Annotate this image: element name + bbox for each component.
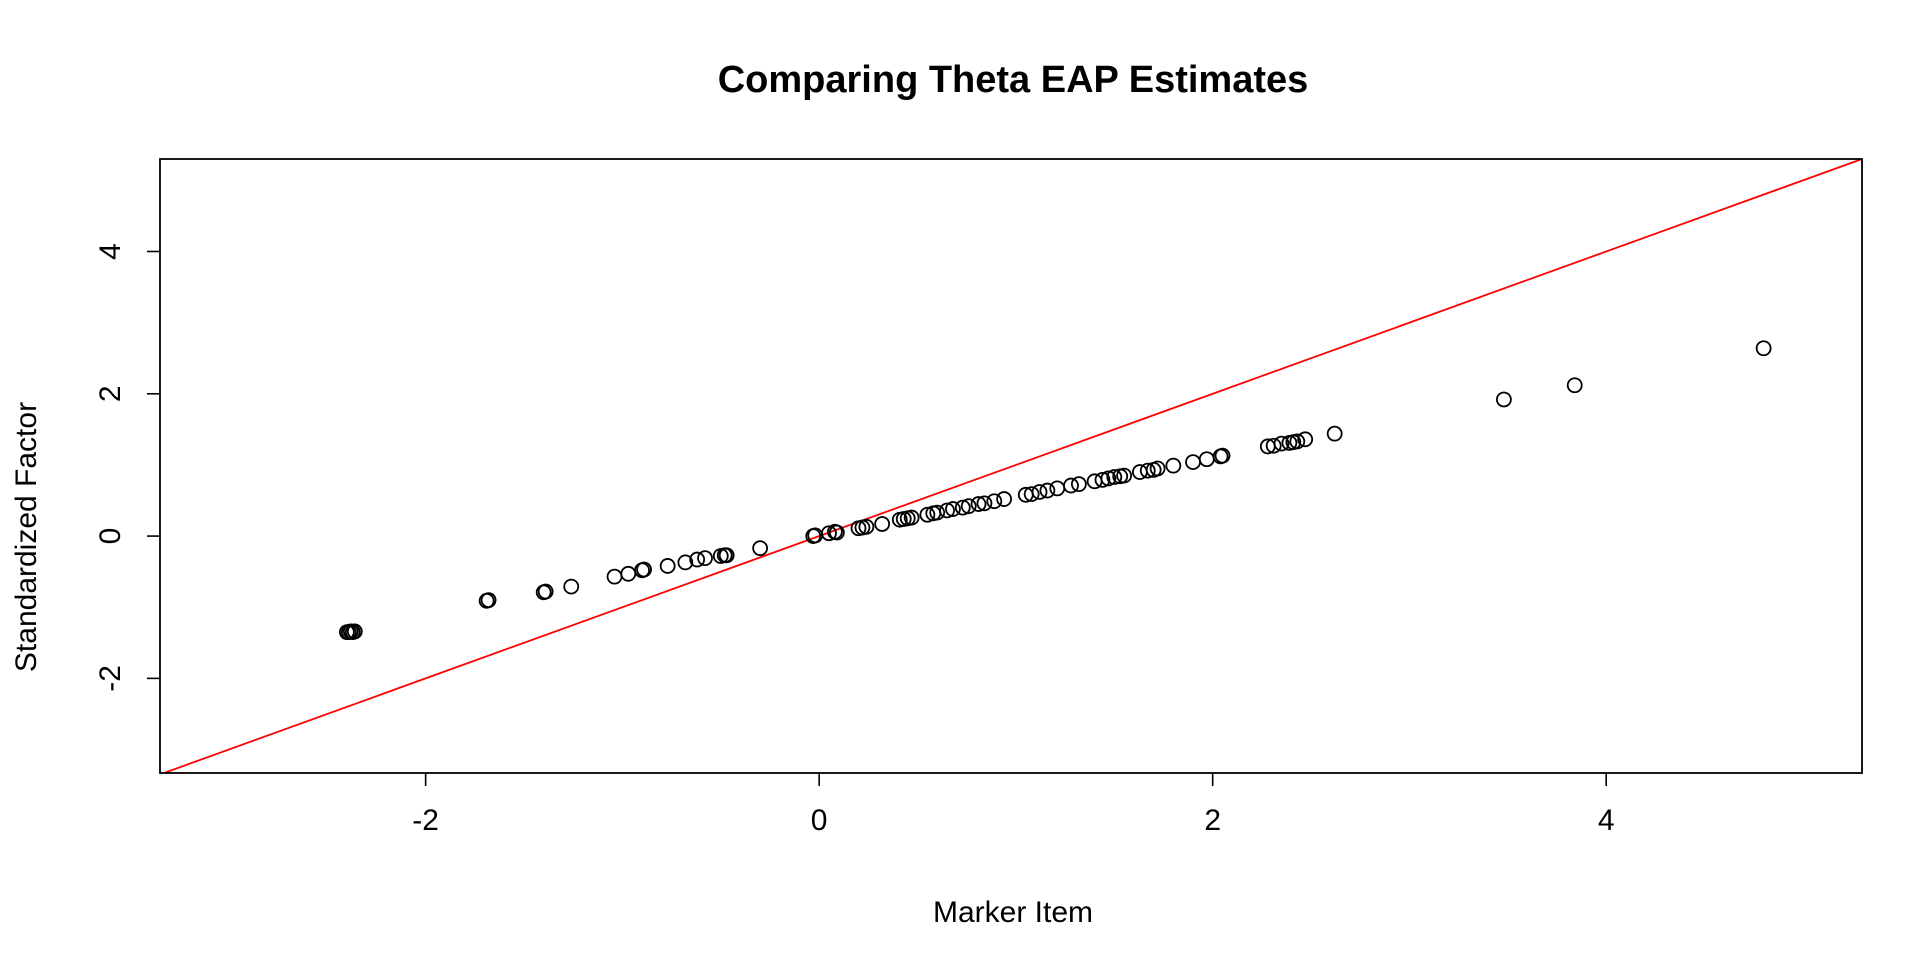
plot-frame (159, 158, 1863, 774)
data-point (1326, 425, 1343, 442)
data-point (821, 525, 837, 542)
data-point (874, 516, 891, 532)
data-point (954, 499, 971, 516)
data-point (480, 592, 497, 609)
data-point (697, 550, 713, 567)
y-tick-label: -2 (94, 665, 127, 692)
reference-line (161, 159, 1862, 773)
chart-title: Comparing Theta EAP Estimates (718, 59, 1309, 101)
data-point (1063, 477, 1079, 494)
data-point (1214, 447, 1231, 464)
data-point (986, 493, 1003, 510)
data-point (636, 561, 652, 578)
data-point (828, 524, 845, 541)
data-point (929, 504, 946, 521)
x-tick-label: 2 (1204, 804, 1221, 837)
y-axis-label: Standardized Factor (10, 402, 43, 672)
data-point (945, 501, 961, 517)
data-point (1198, 451, 1215, 468)
data-point (1116, 467, 1133, 484)
data-point (1165, 457, 1182, 474)
data-point (1185, 454, 1201, 470)
data-point (1149, 460, 1166, 477)
data-point (1106, 469, 1123, 485)
data-point (1755, 340, 1772, 357)
data-point (976, 495, 993, 512)
data-point (659, 558, 676, 574)
data-point (563, 578, 580, 595)
data-point (620, 565, 637, 582)
x-axis-label: Marker Item (933, 896, 1093, 929)
data-point (939, 502, 955, 519)
data-point (1070, 476, 1087, 493)
data-point (858, 518, 875, 535)
x-tick-label: -2 (412, 804, 439, 837)
data-point (752, 540, 769, 557)
data-point (1094, 471, 1111, 488)
data-point (346, 623, 363, 640)
data-point (1139, 462, 1156, 479)
data-point (1049, 480, 1066, 497)
x-tick-label: 4 (1598, 804, 1615, 837)
data-point (1031, 484, 1048, 500)
data-point (718, 547, 735, 564)
plot-area: -2 0 2 4 -2 0 2 4 (94, 158, 1863, 837)
data-point (903, 509, 920, 526)
data-point (606, 568, 623, 585)
data-point (1273, 435, 1290, 452)
data-point (1039, 482, 1056, 499)
x-tick-label: 0 (811, 804, 828, 837)
data-point (1297, 431, 1314, 448)
y-tick-label: 4 (94, 243, 127, 260)
data-point (689, 551, 706, 568)
data-point (970, 496, 987, 512)
data-point (996, 491, 1013, 507)
y-tick-label: 2 (94, 385, 127, 402)
y-tick-label: 0 (94, 528, 127, 545)
data-point (1566, 377, 1583, 394)
data-point (537, 583, 554, 600)
data-point (1100, 470, 1117, 487)
data-point (677, 554, 694, 571)
data-point (1023, 486, 1040, 503)
data-point (1265, 437, 1282, 454)
data-point (1495, 391, 1512, 408)
data-point (919, 506, 936, 523)
data-point (960, 498, 977, 515)
data-point (1289, 433, 1306, 450)
